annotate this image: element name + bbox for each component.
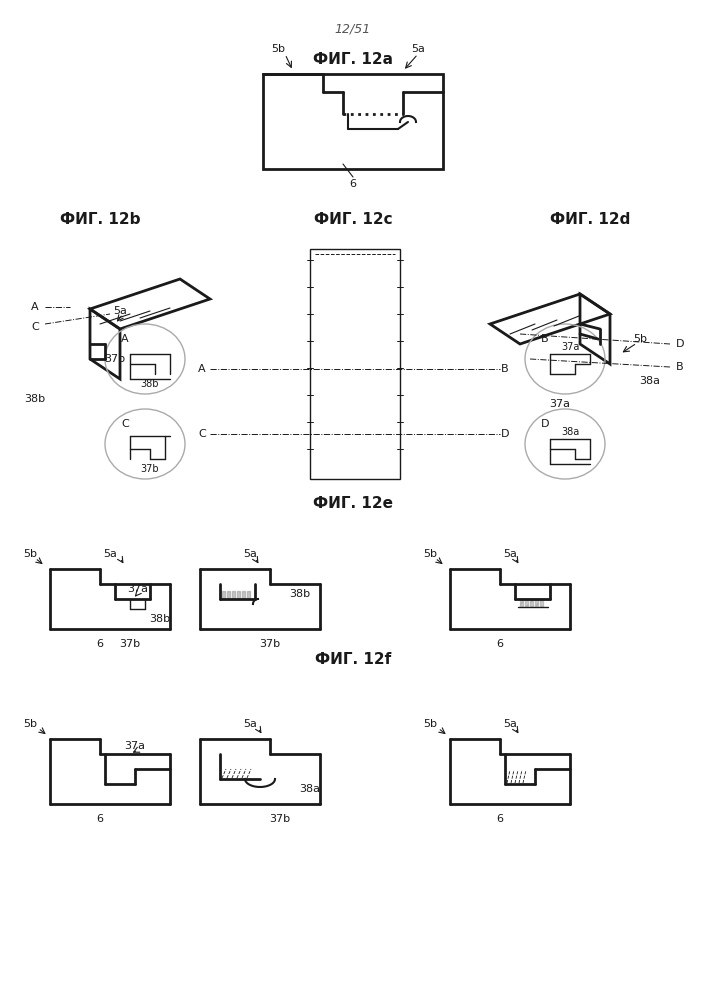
Text: D: D xyxy=(676,339,684,349)
Text: 5a: 5a xyxy=(113,306,127,316)
Text: 38a: 38a xyxy=(640,376,661,386)
Text: 38a: 38a xyxy=(561,427,579,437)
Text: B: B xyxy=(501,364,509,374)
Text: 12/51: 12/51 xyxy=(335,23,371,36)
Text: ФИГ. 12d: ФИГ. 12d xyxy=(550,212,630,227)
Text: 37b: 37b xyxy=(104,354,126,364)
Text: 6: 6 xyxy=(97,639,104,649)
Text: 6: 6 xyxy=(97,814,104,824)
Text: 38b: 38b xyxy=(25,394,46,404)
Text: C: C xyxy=(198,429,206,439)
Text: ФИГ. 12e: ФИГ. 12e xyxy=(313,497,393,511)
Text: ФИГ. 12a: ФИГ. 12a xyxy=(313,52,393,67)
Text: ФИГ. 12f: ФИГ. 12f xyxy=(315,651,391,666)
Text: A: A xyxy=(31,302,39,312)
Text: A: A xyxy=(198,364,206,374)
Text: 5b: 5b xyxy=(423,549,437,559)
Text: 5a: 5a xyxy=(243,549,257,559)
Text: 37a: 37a xyxy=(561,342,579,352)
Text: 37b: 37b xyxy=(270,814,291,824)
Text: 37a: 37a xyxy=(549,399,570,409)
Text: B: B xyxy=(542,334,549,344)
Text: 38b: 38b xyxy=(140,379,160,389)
Text: D: D xyxy=(501,429,509,439)
Text: ФИГ. 12c: ФИГ. 12c xyxy=(313,212,393,227)
Text: 5a: 5a xyxy=(503,549,517,559)
Text: 5a: 5a xyxy=(243,719,257,729)
Text: 5b: 5b xyxy=(23,719,37,729)
Bar xyxy=(310,249,400,479)
Text: 5a: 5a xyxy=(411,44,425,54)
Text: A: A xyxy=(121,334,128,344)
Text: ФИГ. 12b: ФИГ. 12b xyxy=(60,212,140,227)
Text: 6: 6 xyxy=(496,639,503,649)
Text: 37b: 37b xyxy=(119,639,140,649)
Text: C: C xyxy=(121,419,129,429)
Text: 5b: 5b xyxy=(271,44,285,54)
Text: 5b: 5b xyxy=(633,334,647,344)
Text: 5b: 5b xyxy=(423,719,437,729)
Bar xyxy=(263,74,443,169)
Text: 38b: 38b xyxy=(289,589,311,599)
Text: 5a: 5a xyxy=(103,549,117,559)
Text: 37b: 37b xyxy=(140,464,160,474)
Text: 5b: 5b xyxy=(23,549,37,559)
Text: C: C xyxy=(31,322,39,332)
Text: 6: 6 xyxy=(349,179,357,189)
Text: 6: 6 xyxy=(496,814,503,824)
Text: 38a: 38a xyxy=(299,784,321,794)
Text: D: D xyxy=(541,419,549,429)
Text: 5a: 5a xyxy=(503,719,517,729)
Text: 37a: 37a xyxy=(124,741,145,751)
Text: 37a: 37a xyxy=(128,584,148,594)
Text: 38b: 38b xyxy=(150,614,171,624)
Text: B: B xyxy=(676,362,684,372)
Text: 37b: 37b xyxy=(259,639,280,649)
